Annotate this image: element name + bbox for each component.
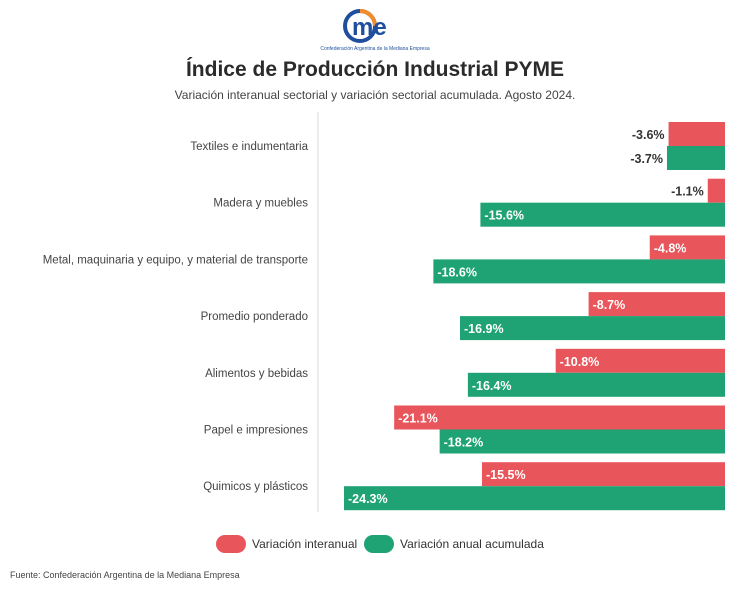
bar-acumulada <box>439 429 725 454</box>
bar-interanual <box>481 462 725 487</box>
data-label: -8.7% <box>593 298 626 312</box>
legend-label-acumulada: Variación anual acumulada <box>400 537 544 551</box>
data-label: -3.7% <box>630 152 663 166</box>
bar-acumulada <box>344 486 725 511</box>
category-label: Metal, maquinaria y equipo, y material d… <box>43 254 308 266</box>
came-logo: me Confederación Argentina de la Mediana… <box>0 8 750 54</box>
legend-label-interanual: Variación interanual <box>252 537 358 551</box>
legend-item-interanual: Variación interanual <box>216 535 357 553</box>
bar-interanual <box>555 348 725 373</box>
bar-interanual <box>394 405 725 430</box>
category-label: Alimentos y bebidas <box>205 368 308 380</box>
data-label: -21.1% <box>398 412 438 426</box>
data-label: -1.1% <box>671 185 704 199</box>
legend-swatch-interanual <box>216 535 246 553</box>
data-label: -18.6% <box>437 265 477 279</box>
category-label: Madera y muebles <box>213 198 308 210</box>
bar-acumulada <box>666 146 725 170</box>
chart-subtitle: Variación interanual sectorial y variaci… <box>174 88 576 102</box>
data-label: -10.8% <box>560 355 600 369</box>
chart-title: Índice de Producción Industrial PYME <box>185 58 565 81</box>
category-label: Papel e impresiones <box>204 425 308 437</box>
bar-acumulada <box>480 202 725 227</box>
came-logo-text: me <box>352 14 387 41</box>
bar-acumulada <box>467 372 725 397</box>
source-note: Fuente: Confederación Argentina de la Me… <box>10 570 240 580</box>
category-label: Promedio ponderado <box>201 311 308 323</box>
data-label: -16.9% <box>464 322 504 336</box>
data-label: -16.4% <box>472 379 512 393</box>
data-label: -15.6% <box>484 209 524 223</box>
bar-interanual <box>588 292 725 317</box>
bar-chart: Textiles e indumentaria -3.6% -3.7% Madera … <box>43 112 725 512</box>
legend: Variación interanual Variación anual acu… <box>0 535 750 557</box>
category-label: Quimicos y plásticos <box>203 481 308 493</box>
data-label: -18.2% <box>444 436 484 450</box>
bar-interanual <box>668 122 725 146</box>
legend-item-acumulada: Variación anual acumulada <box>364 535 544 553</box>
came-logo-mark: me <box>343 9 387 43</box>
bar-acumulada <box>433 259 725 284</box>
bar-interanual <box>649 235 725 260</box>
legend-swatch-acumulada <box>364 535 394 553</box>
data-label: -3.6% <box>632 128 665 142</box>
category-label: Textiles e indumentaria <box>190 141 308 153</box>
data-label: -15.5% <box>486 468 526 482</box>
bar-interanual <box>707 178 725 203</box>
came-logo-subtext: Confederación Argentina de la Mediana Em… <box>320 46 430 52</box>
bar-acumulada <box>460 316 725 341</box>
data-label: -24.3% <box>348 492 388 506</box>
data-label: -4.8% <box>654 241 687 255</box>
